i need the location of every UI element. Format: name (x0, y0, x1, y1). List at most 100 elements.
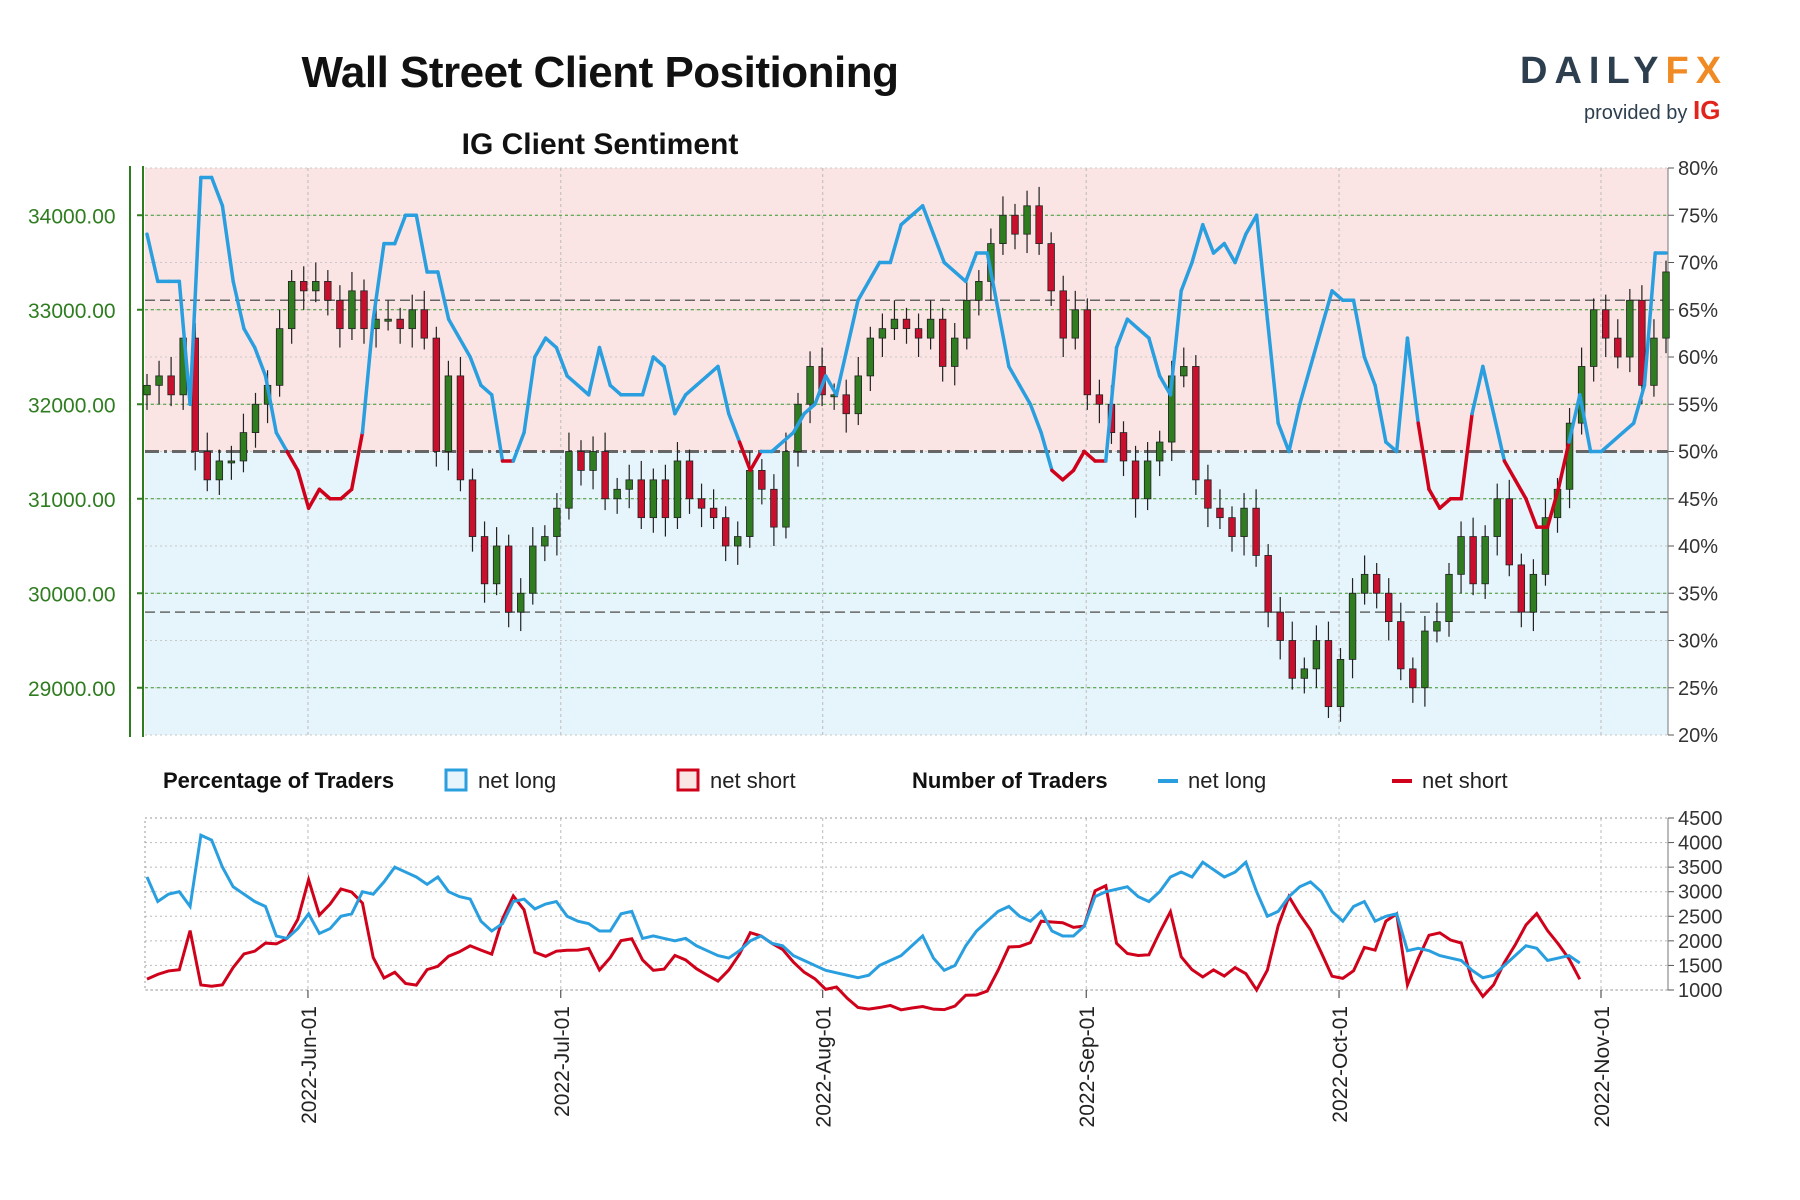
logo-ig: IG (1692, 95, 1721, 125)
candle-body (1228, 517, 1236, 537)
pct-tick-label: 75% (1678, 205, 1718, 227)
sentiment-line-segment (737, 440, 753, 473)
bear-candle (758, 459, 766, 505)
sentiment-line-segment (802, 402, 817, 416)
candle-body (227, 460, 236, 464)
bull-candle (1240, 493, 1248, 556)
candle-body (1011, 214, 1019, 235)
bear-candle (504, 534, 513, 628)
sentiment-line-segment (231, 279, 246, 331)
bear-candle (914, 313, 923, 357)
bear-candle (1602, 294, 1610, 357)
sentiment-line-segment (446, 317, 462, 340)
bull-candle (1662, 260, 1670, 354)
chart-subtitle: IG Client Sentiment (461, 128, 739, 161)
sentiment-line-segment (996, 308, 1011, 369)
sentiment-line-segment (209, 175, 225, 208)
candle-body (1240, 507, 1248, 537)
bear-candle (661, 464, 670, 537)
candle-body (1505, 498, 1513, 566)
candle-body (336, 299, 344, 330)
sentiment-line-segment (1071, 449, 1087, 473)
sentiment-line-segment (188, 175, 203, 406)
candle-body (553, 507, 561, 537)
candle-body (890, 318, 899, 330)
bear-candle (1131, 445, 1140, 518)
sentiment-line-segment (920, 204, 936, 236)
sentiment-line-segment (242, 326, 257, 350)
bear-candle (577, 440, 585, 486)
price-tick-label: 33000.00 (28, 300, 116, 323)
bull-candle (1457, 521, 1465, 594)
candle-body (1288, 640, 1296, 679)
bear-candle (1228, 506, 1236, 552)
candle-body (215, 460, 224, 481)
pct-tick-label: 55% (1678, 394, 1718, 416)
sentiment-line-segment (1556, 440, 1571, 492)
bear-candle (1192, 355, 1200, 495)
candle-body (589, 451, 597, 471)
sentiment-line-segment (673, 393, 688, 416)
sentiment-line-segment (285, 449, 300, 473)
date-tick-label: 2022-Nov-01 (1591, 1006, 1614, 1127)
logo-daily: DAILY (1520, 50, 1666, 92)
sentiment-line-segment (533, 336, 548, 359)
candle-body (312, 280, 320, 292)
pct-tick-label: 80% (1678, 158, 1718, 180)
candle-body (1589, 309, 1598, 367)
count-tick-label: 3500 (1678, 857, 1723, 879)
price-tick-label: 30000.00 (28, 583, 116, 606)
bull-candle (866, 326, 875, 392)
candle-body (577, 451, 585, 471)
bull-candle (1143, 442, 1152, 511)
candle-body (1312, 640, 1321, 670)
legend-pct-long-swatch (444, 768, 468, 792)
date-tick-label: 2022-Sep-01 (1076, 1006, 1099, 1127)
bull-candle (1626, 288, 1634, 373)
sentiment-line-segment (1481, 364, 1496, 416)
bear-candle (1216, 489, 1224, 529)
sentiment-line-segment (371, 241, 386, 321)
candle-body (348, 290, 356, 330)
bear-candle (1288, 621, 1296, 690)
candle-body (902, 318, 911, 330)
bull-candle (878, 313, 887, 357)
bull-candle (1529, 559, 1538, 632)
candle-body (420, 309, 428, 339)
sentiment-line-segment (662, 364, 677, 416)
bull-candle (517, 578, 525, 632)
pct-tick-label: 40% (1678, 536, 1718, 558)
sentiment-line-segment (1524, 497, 1539, 529)
sentiment-line-segment (1459, 411, 1474, 501)
candle-body (529, 545, 537, 594)
sentiment-line-segment (1384, 440, 1399, 454)
candle-body (1602, 309, 1610, 339)
count-tick-label: 4000 (1678, 833, 1723, 855)
legend-num-short: net short (1422, 768, 1508, 793)
bull-candle (1023, 190, 1031, 254)
bear-candle (480, 521, 489, 603)
sentiment-line-segment (511, 430, 526, 463)
sentiment-line-segment (220, 204, 235, 284)
sentiment-line-segment (586, 345, 602, 397)
count-tick-label: 2500 (1678, 906, 1723, 928)
count-panel-frame (144, 817, 1669, 991)
net-short-count-line (146, 874, 1582, 1012)
bull-candle (1493, 483, 1501, 556)
candle-body (1457, 536, 1465, 575)
candle-body (1626, 299, 1634, 358)
sentiment-line-segment (1599, 440, 1614, 454)
sentiment-line-segment (1621, 421, 1636, 435)
candle-body (721, 517, 730, 547)
sentiment-line-segment (1082, 449, 1097, 463)
candle-body (963, 299, 971, 339)
bear-candle (637, 460, 645, 529)
candle-body (1083, 309, 1092, 396)
bull-candle (143, 374, 151, 410)
bear-candle (432, 326, 441, 467)
sentiment-line-segment (953, 270, 968, 284)
bear-candle (420, 290, 428, 350)
bear-candle (697, 483, 706, 528)
bear-candle (1204, 464, 1212, 528)
bull-candle (1071, 290, 1079, 350)
